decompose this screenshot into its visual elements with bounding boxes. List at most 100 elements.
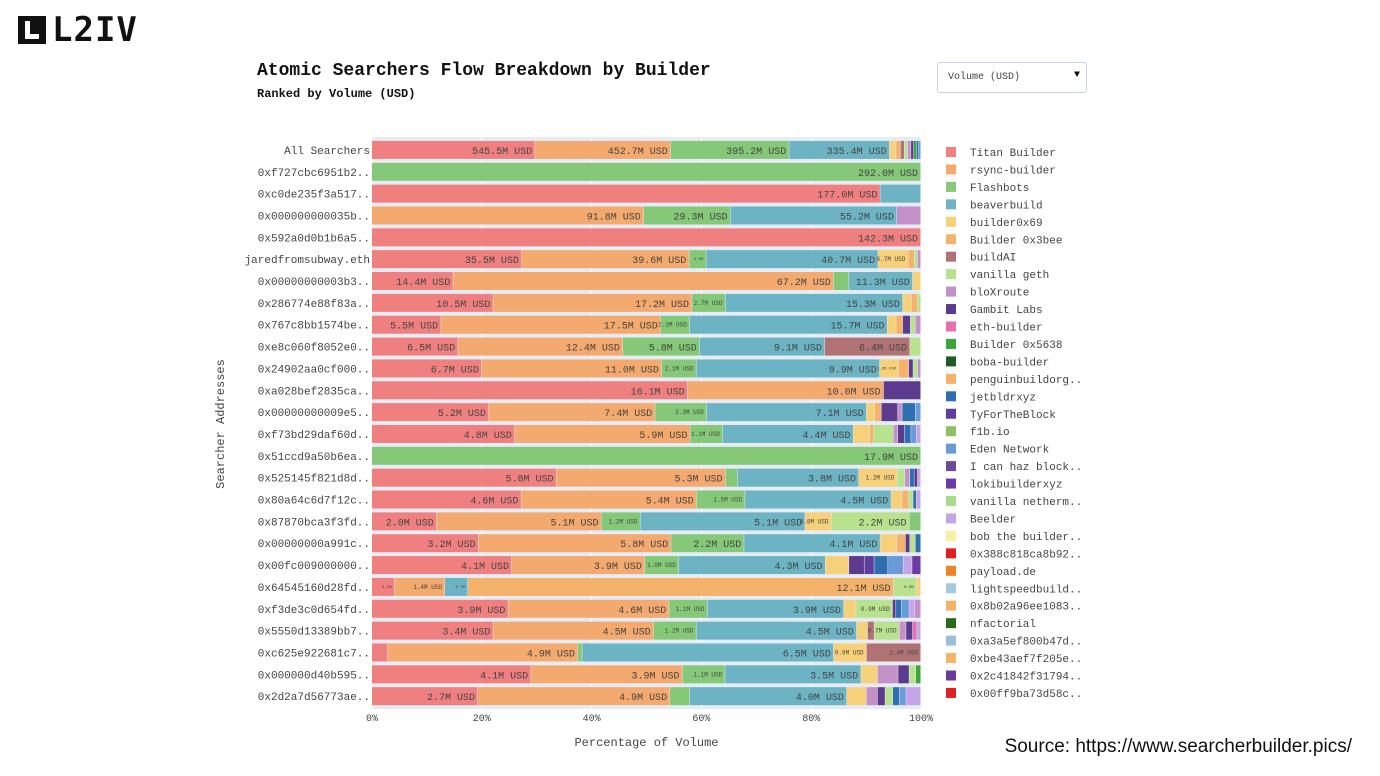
- legend-swatch[interactable]: [946, 321, 956, 332]
- bar-segment[interactable]: [897, 403, 902, 422]
- bar-segment[interactable]: [531, 665, 683, 684]
- bar-segment[interactable]: [913, 140, 917, 159]
- legend-label[interactable]: builder0x69: [970, 218, 1043, 230]
- bar-segment[interactable]: [372, 643, 388, 662]
- bar-segment[interactable]: [906, 687, 921, 706]
- bar-segment[interactable]: [514, 424, 690, 443]
- legend-swatch[interactable]: [946, 408, 956, 419]
- bar-segment[interactable]: [902, 315, 911, 334]
- bar-segment[interactable]: [917, 621, 921, 640]
- legend-swatch[interactable]: [946, 269, 956, 280]
- bar-segment[interactable]: [493, 293, 692, 312]
- bar-segment[interactable]: [372, 446, 921, 465]
- legend-label[interactable]: 0xa3a5ef800b47d..: [970, 637, 1082, 649]
- bar-segment[interactable]: [521, 490, 697, 509]
- bar-segment[interactable]: [481, 359, 662, 378]
- legend-label[interactable]: beaverbuild: [970, 200, 1043, 212]
- legend-swatch[interactable]: [946, 478, 956, 489]
- bar-segment[interactable]: [896, 315, 903, 334]
- bar-segment[interactable]: [909, 599, 915, 618]
- legend-swatch[interactable]: [946, 548, 956, 559]
- bar-segment[interactable]: [877, 687, 885, 706]
- bar-segment[interactable]: [707, 599, 844, 618]
- bar-segment[interactable]: [511, 556, 645, 575]
- legend-label[interactable]: bob the builder..: [970, 532, 1082, 544]
- bar-segment[interactable]: [372, 687, 478, 706]
- legend-swatch[interactable]: [946, 443, 956, 454]
- legend-swatch[interactable]: [946, 618, 956, 629]
- legend-label[interactable]: lightspeedbuild..: [970, 584, 1082, 596]
- bar-segment[interactable]: [918, 140, 921, 159]
- bar-segment[interactable]: [913, 359, 918, 378]
- legend-swatch[interactable]: [946, 234, 956, 245]
- bar-segment[interactable]: [696, 621, 857, 640]
- bar-segment[interactable]: [601, 512, 640, 531]
- bar-segment[interactable]: [897, 424, 905, 443]
- bar-segment[interactable]: [896, 534, 906, 553]
- bar-segment[interactable]: [914, 250, 918, 269]
- bar-segment[interactable]: [902, 403, 916, 422]
- bar-segment[interactable]: [372, 468, 556, 487]
- bar-segment[interactable]: [917, 468, 921, 487]
- bar-segment[interactable]: [690, 424, 723, 443]
- legend-swatch[interactable]: [946, 216, 956, 227]
- bar-segment[interactable]: [372, 556, 512, 575]
- bar-segment[interactable]: [904, 424, 911, 443]
- legend-swatch[interactable]: [946, 373, 956, 384]
- bar-segment[interactable]: [640, 512, 805, 531]
- bar-segment[interactable]: [892, 599, 896, 618]
- bar-segment[interactable]: [864, 556, 874, 575]
- bar-segment[interactable]: [896, 206, 921, 225]
- bar-segment[interactable]: [488, 403, 655, 422]
- bar-segment[interactable]: [372, 250, 522, 269]
- bar-segment[interactable]: [745, 490, 891, 509]
- bar-segment[interactable]: [891, 490, 902, 509]
- bar-segment[interactable]: [372, 228, 921, 247]
- bar-segment[interactable]: [866, 643, 921, 662]
- bar-segment[interactable]: [671, 534, 744, 553]
- bar-segment[interactable]: [874, 556, 888, 575]
- bar-segment[interactable]: [911, 424, 917, 443]
- bar-segment[interactable]: [687, 381, 884, 400]
- bar-segment[interactable]: [436, 512, 601, 531]
- bar-segment[interactable]: [916, 140, 919, 159]
- bar-segment[interactable]: [915, 403, 921, 422]
- bar-segment[interactable]: [874, 621, 900, 640]
- bar-segment[interactable]: [858, 468, 897, 487]
- legend-label[interactable]: Builder 0x5638: [970, 340, 1062, 352]
- bar-segment[interactable]: [915, 534, 921, 553]
- legend-swatch[interactable]: [946, 530, 956, 541]
- legend-swatch[interactable]: [946, 391, 956, 402]
- bar-segment[interactable]: [825, 556, 849, 575]
- bar-segment[interactable]: [853, 424, 870, 443]
- bar-segment[interactable]: [866, 403, 875, 422]
- bar-segment[interactable]: [905, 468, 910, 487]
- bar-segment[interactable]: [737, 468, 859, 487]
- bar-segment[interactable]: [670, 687, 690, 706]
- bar-segment[interactable]: [478, 534, 671, 553]
- legend-label[interactable]: vanilla netherm..: [970, 497, 1082, 509]
- bar-segment[interactable]: [372, 162, 921, 181]
- bar-segment[interactable]: [655, 403, 707, 422]
- bar-segment[interactable]: [849, 272, 913, 291]
- bar-segment[interactable]: [846, 687, 867, 706]
- bar-segment[interactable]: [833, 272, 849, 291]
- bar-segment[interactable]: [453, 272, 834, 291]
- bar-segment[interactable]: [893, 687, 900, 706]
- bar-segment[interactable]: [458, 337, 623, 356]
- legend-swatch[interactable]: [946, 164, 956, 175]
- bar-segment[interactable]: [372, 272, 453, 291]
- bar-segment[interactable]: [387, 643, 578, 662]
- bar-segment[interactable]: [692, 293, 726, 312]
- bar-segment[interactable]: [372, 337, 458, 356]
- bar-segment[interactable]: [908, 359, 913, 378]
- legend-swatch[interactable]: [946, 181, 956, 192]
- legend-swatch[interactable]: [946, 653, 956, 664]
- legend-label[interactable]: Gambit Labs: [970, 305, 1043, 317]
- bar-segment[interactable]: [682, 665, 725, 684]
- bar-segment[interactable]: [916, 424, 921, 443]
- legend-label[interactable]: nfactorial: [970, 619, 1036, 631]
- bar-segment[interactable]: [883, 381, 921, 400]
- bar-segment[interactable]: [913, 490, 917, 509]
- bar-segment[interactable]: [885, 687, 893, 706]
